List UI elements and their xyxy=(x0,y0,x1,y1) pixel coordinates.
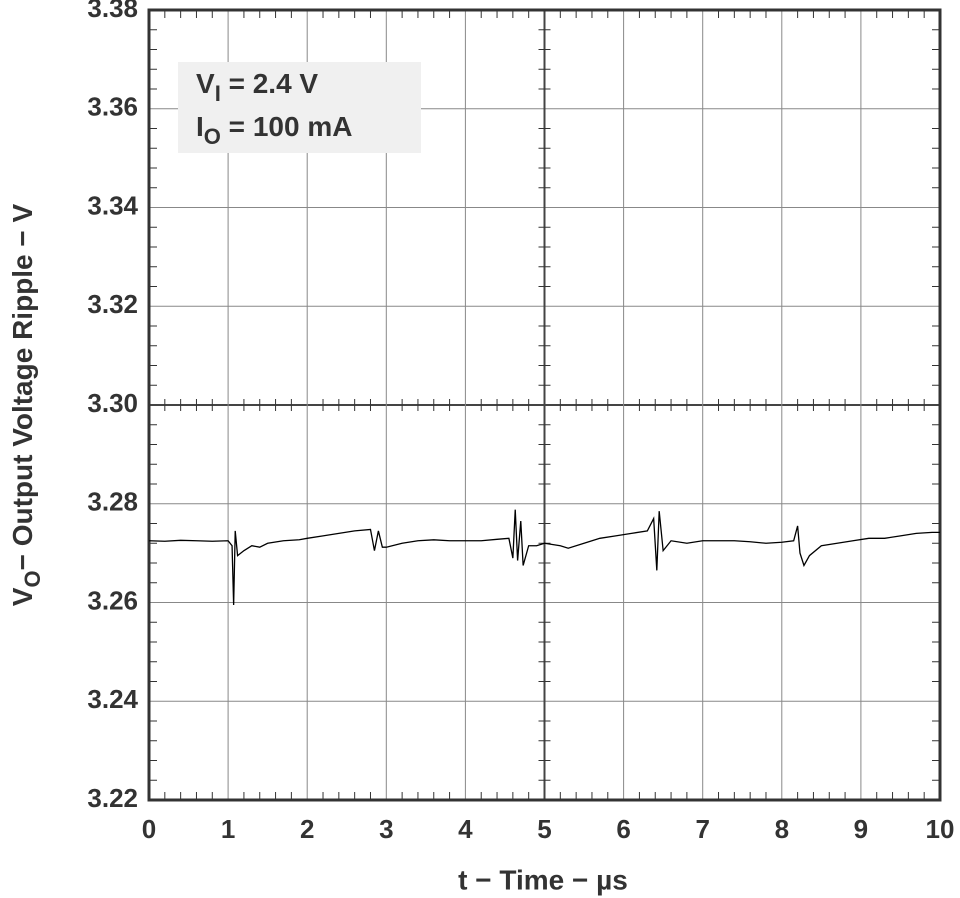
plot-frame xyxy=(147,8,942,802)
x-tick-label: 0 xyxy=(142,814,156,844)
annotation-sub: I xyxy=(215,81,221,106)
x-tick-label: 4 xyxy=(458,814,473,844)
x-axis-label: t − Time − µs xyxy=(458,864,628,895)
x-tick-label: 6 xyxy=(616,814,630,844)
y-label-text: − Output Voltage Ripple − V xyxy=(7,203,38,570)
y-tick-label: 3.22 xyxy=(87,783,138,813)
annotation: IO = 100 mA xyxy=(196,111,352,149)
annotation-sub: O xyxy=(204,124,221,149)
y-tick-label: 3.24 xyxy=(87,684,138,714)
annotation-box xyxy=(178,62,421,153)
annotation: VI = 2.4 V xyxy=(196,68,318,106)
annotation-text: I xyxy=(196,111,204,142)
annotation-text: = 2.4 V xyxy=(221,68,319,99)
annotation-text: V xyxy=(196,68,215,99)
y-tick-label: 3.28 xyxy=(87,487,138,517)
y-tick-label: 3.26 xyxy=(87,585,138,615)
y-label-text: V xyxy=(7,587,38,606)
x-tick-label: 8 xyxy=(775,814,789,844)
x-tick-label: 9 xyxy=(854,814,868,844)
y-tick-label: 3.30 xyxy=(87,388,138,418)
y-tick-label: 3.38 xyxy=(87,0,138,23)
x-tick-label: 7 xyxy=(695,814,709,844)
x-tick-label: 10 xyxy=(926,814,955,844)
x-tick-label: 5 xyxy=(537,814,551,844)
y-tick-label: 3.32 xyxy=(87,289,138,319)
x-tick-label: 2 xyxy=(300,814,314,844)
line-series xyxy=(148,509,940,605)
y-label-sub: O xyxy=(20,570,45,587)
y-tick-label: 3.36 xyxy=(87,92,138,122)
x-tick-label: 3 xyxy=(379,814,393,844)
annotation-text: = 100 mA xyxy=(221,111,353,142)
y-tick-label: 3.34 xyxy=(87,190,138,220)
y-axis-label: VO− Output Voltage Ripple − V xyxy=(7,203,45,606)
x-tick-label: 1 xyxy=(221,814,235,844)
